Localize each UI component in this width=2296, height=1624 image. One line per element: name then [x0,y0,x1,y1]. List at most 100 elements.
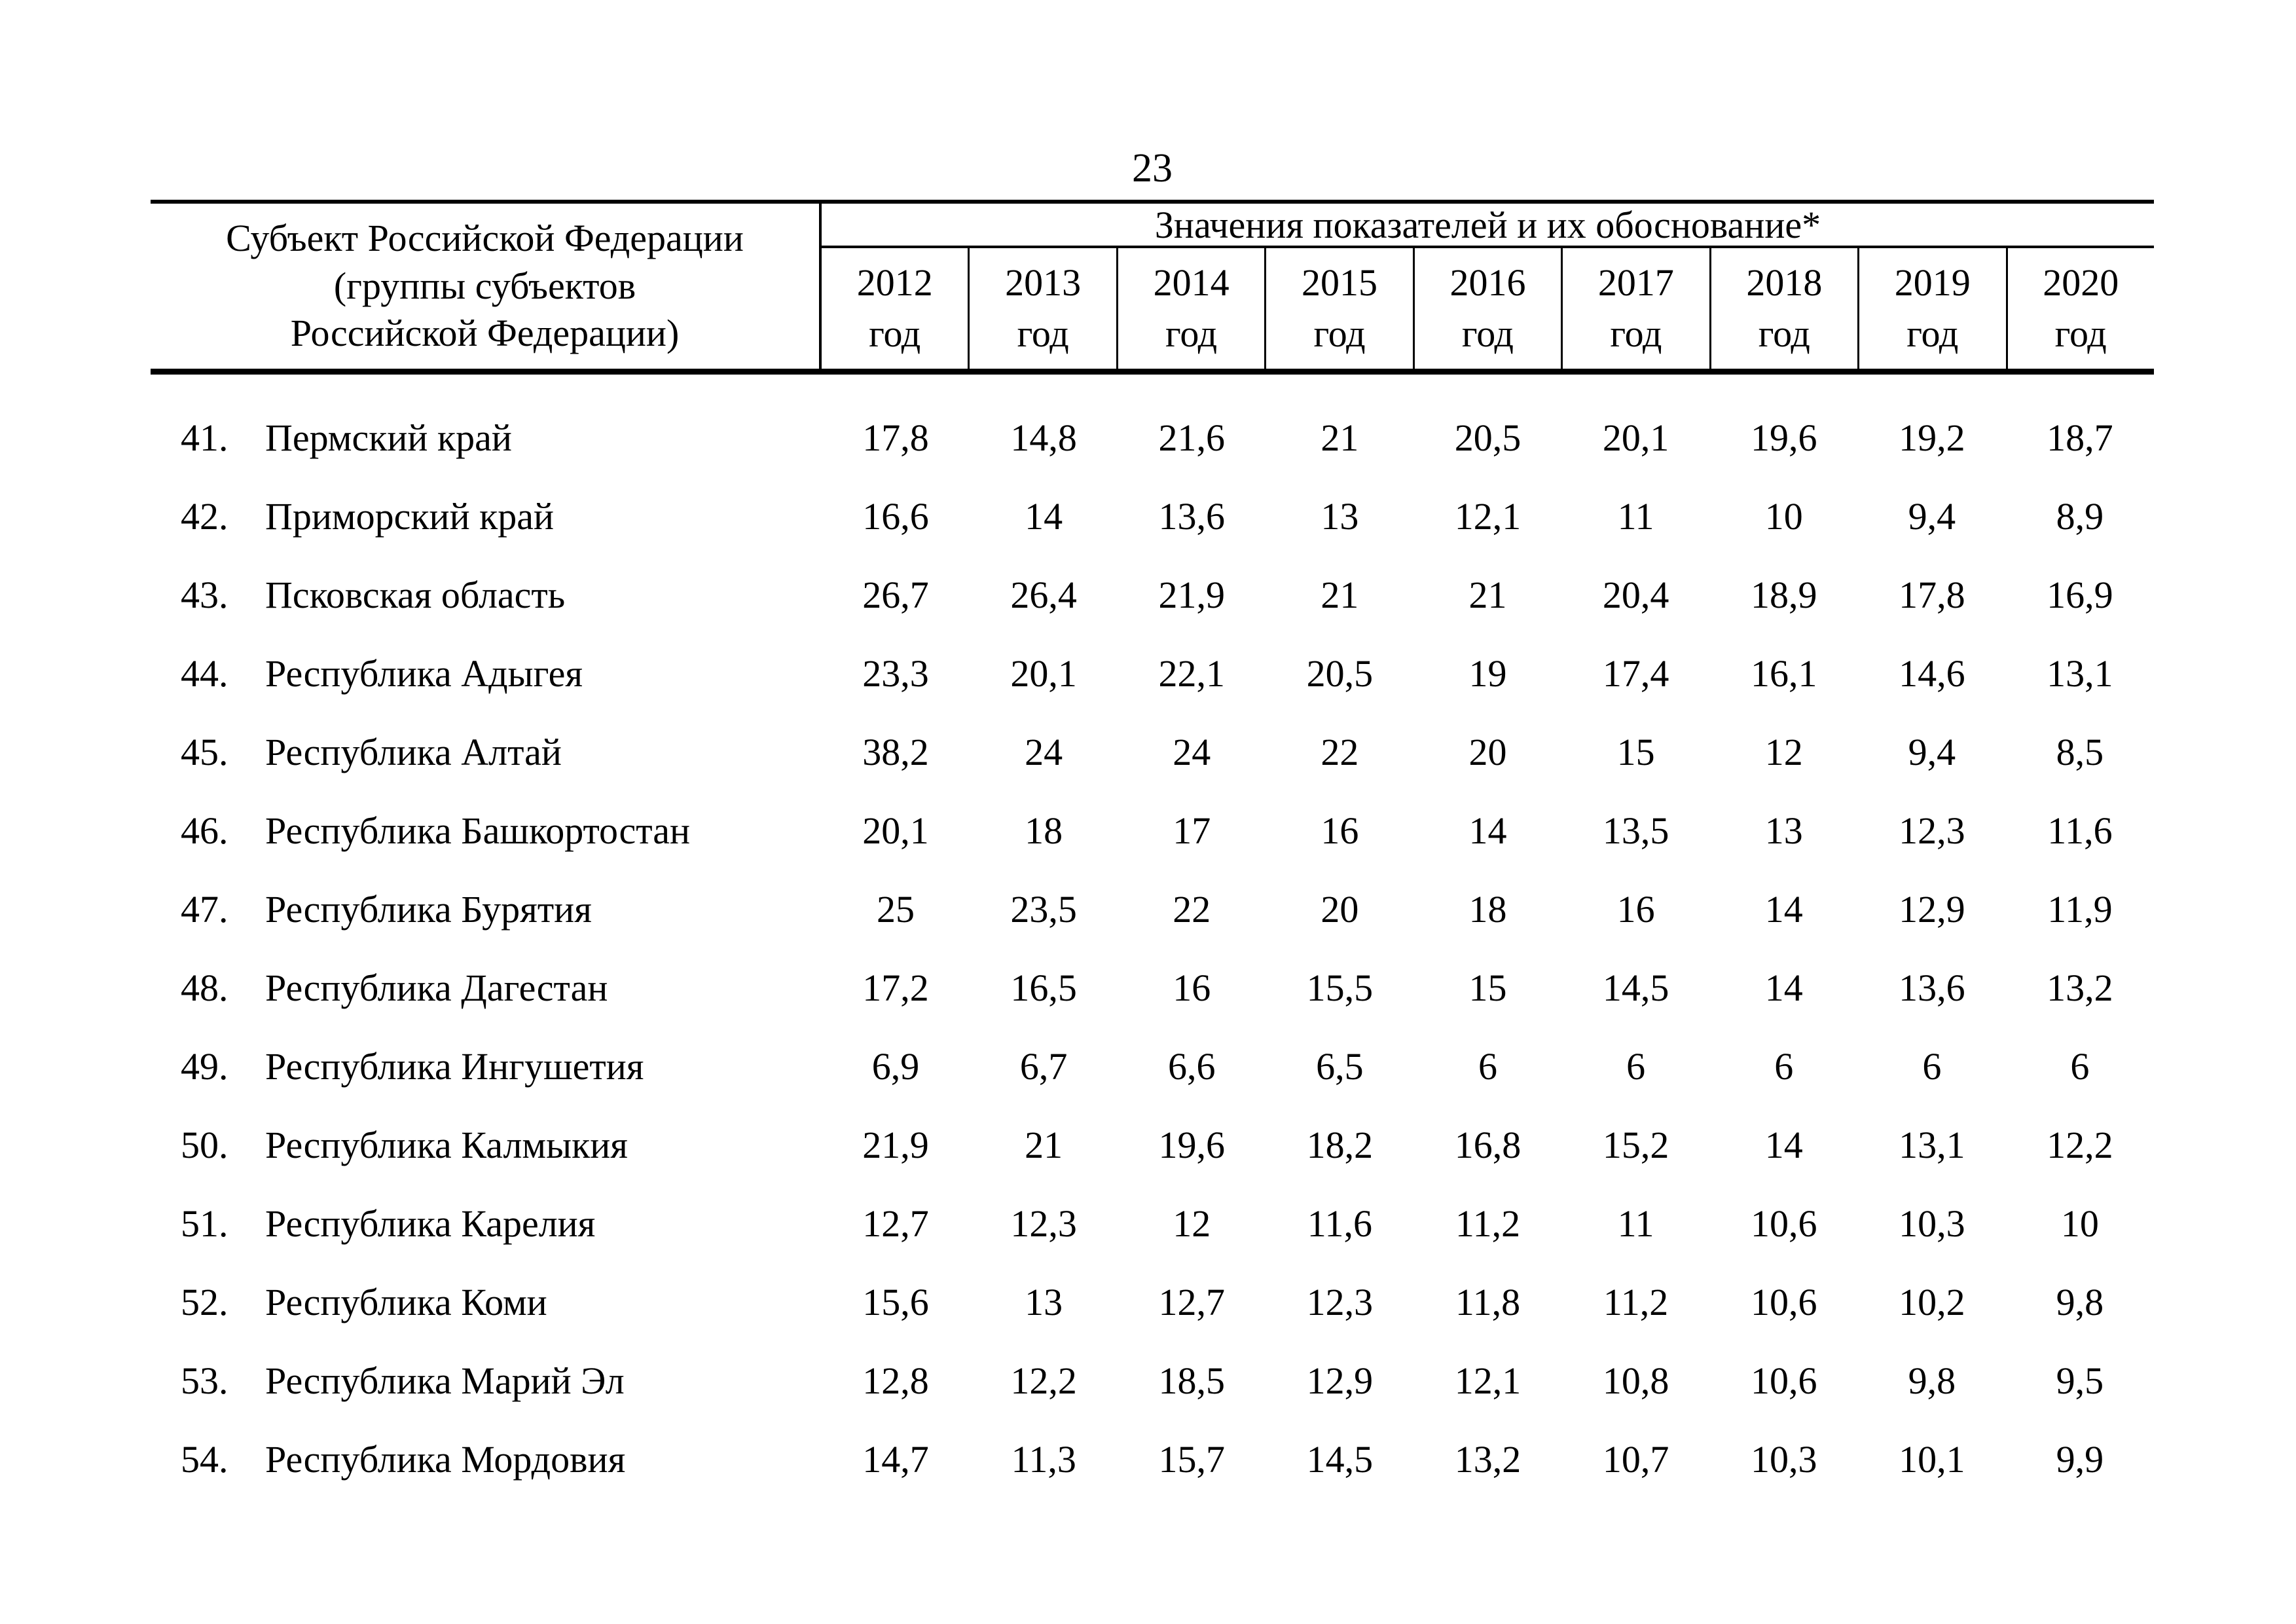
indicator-value: 12,1 [1454,1359,1522,1402]
row-number: 44. [181,652,228,695]
row-number: 49. [181,1044,228,1088]
indicator-value: 10,7 [1602,1437,1669,1481]
indicator-value: 11,2 [1603,1280,1669,1323]
indicator-value: 19,6 [1750,416,1817,459]
region-name: Псковская область [265,573,566,616]
table-body: 41. Пермский край 17,8 14,8 21,6 21 20,5 20,1 19… [151,375,2154,1498]
indicator-value: 19,6 [1158,1123,1226,1166]
row-number: 47. [181,887,228,931]
year-label: год [2054,312,2107,355]
indicator-value: 20 [1468,730,1507,773]
indicator-value: 18,2 [1306,1123,1374,1166]
indicator-value: 15,6 [862,1280,929,1323]
row-number: 42. [181,494,228,538]
table-row: 49. Республика Ингушетия 6,9 6,7 6,6 6,5 6 6 6 6 6 [151,1027,2154,1105]
indicator-value: 24 [1025,730,1063,773]
indicator-value: 6 [1478,1044,1497,1088]
indicator-value: 12 [1764,730,1803,773]
indicator-value: 16 [1321,809,1359,852]
region-name: Республика Адыгея [265,652,583,695]
indicator-value: 18 [1468,887,1507,931]
year-column-header: 2017 год [1563,248,1711,369]
row-number: 53. [181,1359,228,1402]
indicator-value: 13,1 [2047,652,2113,695]
indicator-value: 13,1 [1899,1123,1965,1166]
indicator-value: 22 [1321,730,1359,773]
indicator-value: 19 [1468,652,1507,695]
indicators-table: Субъект Российской Федерации (группы суб… [151,200,2154,1498]
region-name: Республика Марий Эл [265,1359,625,1402]
row-number: 46. [181,809,228,852]
indicator-value: 11,8 [1455,1280,1521,1323]
indicator-value: 10,3 [1750,1437,1817,1481]
indicator-value: 12,9 [1899,887,1965,931]
indicator-value: 14 [1764,966,1803,1009]
indicator-value: 14 [1468,809,1507,852]
region-name: Республика Башкортостан [265,809,691,852]
indicator-value: 14,5 [1306,1437,1374,1481]
indicator-value: 21 [1321,416,1359,459]
indicator-value: 24 [1173,730,1211,773]
indicator-value: 16,5 [1010,966,1077,1009]
region-name: Республика Бурятия [265,887,592,931]
indicator-value: 16,9 [2047,573,2113,616]
indicator-value: 12,7 [862,1202,929,1245]
indicator-value: 21 [1321,573,1359,616]
indicator-value: 20,1 [1010,652,1077,695]
year-label: год [869,312,921,355]
indicator-value: 38,2 [862,730,929,773]
indicator-value: 20,4 [1602,573,1669,616]
indicator-value: 15 [1616,730,1655,773]
row-number: 51. [181,1202,228,1245]
indicator-value: 26,7 [862,573,929,616]
indicator-value: 18 [1025,809,1063,852]
subject-header-line: (группы субъектов [333,264,636,307]
indicator-value: 12,1 [1454,494,1522,538]
indicator-value: 23,5 [1010,887,1077,931]
year-column-header: 2015 год [1266,248,1415,369]
indicator-value: 11 [1617,494,1654,538]
indicator-value: 17,4 [1602,652,1669,695]
region-name: Республика Дагестан [265,966,608,1009]
year-value: 2018 [1746,261,1823,304]
indicator-value: 15,7 [1158,1437,1226,1481]
indicator-value: 16 [1616,887,1655,931]
indicator-value: 20,1 [862,809,929,852]
indicator-value: 11 [1617,1202,1654,1245]
indicator-value: 21 [1468,573,1507,616]
table-header: Субъект Российской Федерации (группы суб… [151,200,2154,375]
indicator-value: 14 [1025,494,1063,538]
indicator-value: 10,1 [1899,1437,1965,1481]
region-name: Республика Ингушетия [265,1044,644,1088]
row-number: 52. [181,1280,228,1323]
indicator-value: 10,6 [1750,1359,1817,1402]
row-number: 48. [181,966,228,1009]
indicator-value: 8,9 [2056,494,2104,538]
table-row: 43. Псковская область 26,7 26,4 21,9 21 21 20,4… [151,555,2154,634]
year-value: 2015 [1302,261,1378,304]
indicator-value: 14 [1764,1123,1803,1166]
indicator-value: 12 [1173,1202,1211,1245]
subject-column-header: Субъект Российской Федерации (группы суб… [151,204,822,369]
indicator-value: 17,2 [862,966,929,1009]
table-row: 44. Республика Адыгея 23,3 20,1 22,1 20,5 19 17… [151,634,2154,712]
indicator-value: 18,7 [2047,416,2113,459]
table-row: 48. Республика Дагестан 17,2 16,5 16 15,5 15 14… [151,948,2154,1027]
year-label: год [1461,312,1514,355]
indicator-value: 12,3 [1010,1202,1077,1245]
page-number: 23 [1132,146,1173,191]
indicator-value: 6 [1774,1044,1794,1088]
indicator-value: 10,2 [1899,1280,1965,1323]
indicator-value: 14,5 [1602,966,1669,1009]
year-label: год [1906,312,1959,355]
values-header-region: Значения показателей и их обоснование* 2… [822,204,2154,369]
year-value: 2019 [1894,261,1971,304]
year-column-header: 2019 год [1859,248,2008,369]
year-label: год [1313,312,1366,355]
indicator-value: 16,8 [1454,1123,1522,1166]
indicator-value: 9,8 [1908,1359,1956,1402]
year-column-header: 2014 год [1118,248,1267,369]
indicator-value: 20,1 [1602,416,1669,459]
indicator-value: 10,6 [1750,1280,1817,1323]
